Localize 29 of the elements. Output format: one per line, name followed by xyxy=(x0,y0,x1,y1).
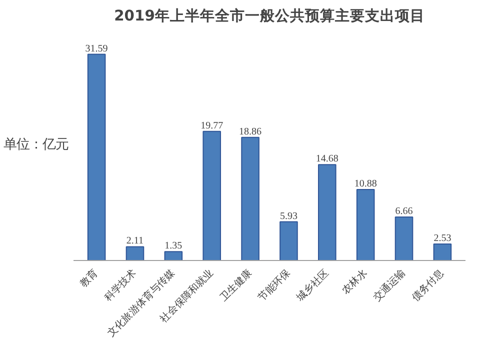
data-label: 6.66 xyxy=(395,206,413,218)
x-tick-label: 节能环保 xyxy=(256,266,293,304)
data-label: 31.59 xyxy=(85,43,108,54)
bar xyxy=(356,188,375,260)
data-label: 18.86 xyxy=(239,126,262,138)
x-tick-label: 农林水 xyxy=(340,266,370,297)
x-tick-label: 教育 xyxy=(78,266,100,290)
data-label: 2.53 xyxy=(434,232,452,244)
data-label: 5.93 xyxy=(280,210,298,222)
chart-title: 2019年上半年全市一般公共预算主要支出项目 xyxy=(114,6,425,24)
data-label: 14.68 xyxy=(316,154,338,165)
data-label: 10.88 xyxy=(354,178,377,190)
bar xyxy=(126,246,144,260)
bar xyxy=(87,54,106,260)
bar xyxy=(202,130,221,260)
x-tick-label: 卫生健康 xyxy=(217,266,254,304)
bar xyxy=(433,243,452,260)
data-label: 19.77 xyxy=(200,120,224,132)
data-label: 1.35 xyxy=(164,240,182,252)
bar xyxy=(241,136,260,260)
x-tick-label: 交通运输 xyxy=(371,266,408,304)
bar xyxy=(164,251,183,260)
y-axis-title: 单位：亿元 xyxy=(4,138,68,152)
x-tick-label: 城乡社区 xyxy=(294,266,332,304)
bar xyxy=(280,221,298,260)
bar xyxy=(318,164,336,260)
data-label: 2.11 xyxy=(126,236,144,247)
bar xyxy=(394,216,414,260)
x-tick-label: 债务付息 xyxy=(410,266,446,304)
